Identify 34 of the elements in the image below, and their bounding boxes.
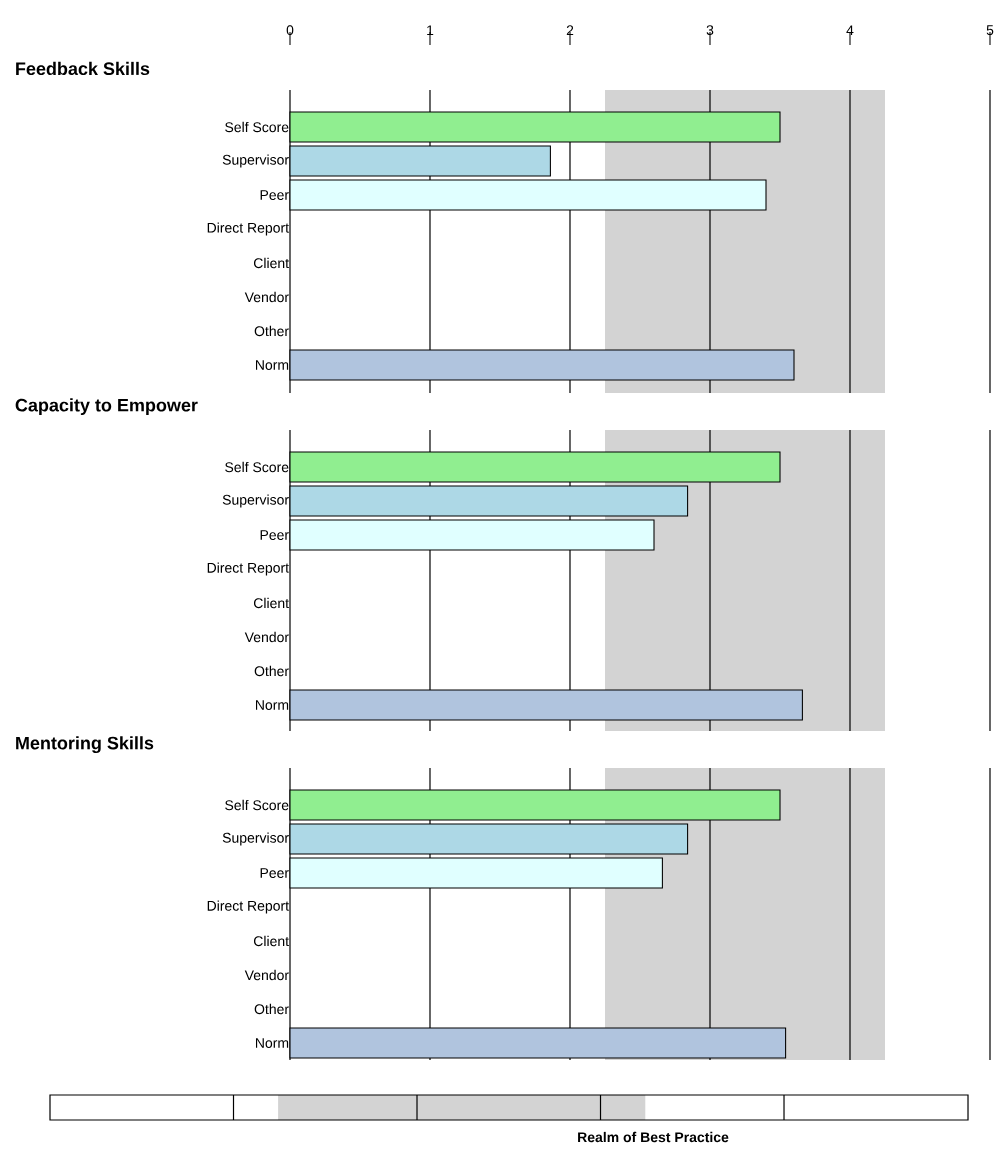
y-tick-label: Supervisor xyxy=(222,832,289,846)
y-tick-label: Peer xyxy=(260,530,289,540)
text: Realm of Best Practice xyxy=(578,1131,729,1143)
text: Mentoring Skills xyxy=(16,736,154,754)
y-tick-label: Direct Report xyxy=(207,900,289,914)
y-tick-label: Vendor xyxy=(244,969,289,981)
x-tick-label: 2 xyxy=(566,25,574,36)
y-tick-label: Self Score xyxy=(225,461,289,473)
x-tick-label: 0 xyxy=(286,25,294,36)
y-tick-label: Supervisor xyxy=(222,494,289,508)
y-tick-label: Other xyxy=(254,325,289,337)
y-tick-label: Peer xyxy=(260,868,289,878)
y-tick-label: Other xyxy=(254,665,289,677)
y-tick-label: Norm xyxy=(255,1038,289,1048)
x-tick-label: 3 xyxy=(706,25,714,36)
y-tick-label: Vendor xyxy=(244,631,289,643)
y-tick-label: Other xyxy=(254,1003,289,1015)
y-tick-label: Client xyxy=(253,935,289,947)
y-tick-label: Self Score xyxy=(225,799,289,811)
y-tick-label: Norm xyxy=(255,700,289,710)
y-tick-label: Peer xyxy=(260,190,289,200)
y-tick-label: Client xyxy=(253,257,289,269)
y-tick-label: Direct Report xyxy=(207,562,289,576)
x-tick-label: 4 xyxy=(846,25,854,36)
y-tick-label: Norm xyxy=(255,360,289,370)
text: Feedback Skills xyxy=(16,61,150,76)
y-tick-label: Client xyxy=(253,597,289,609)
y-tick-label: Self Score xyxy=(225,121,289,133)
text: Capacity to Empower xyxy=(15,398,198,416)
y-tick-label: Direct Report xyxy=(207,222,289,236)
y-tick-label: Supervisor xyxy=(222,154,289,168)
x-tick-label: 5 xyxy=(986,25,994,36)
y-tick-label: Vendor xyxy=(244,291,289,303)
x-tick-label: 1 xyxy=(427,25,434,36)
